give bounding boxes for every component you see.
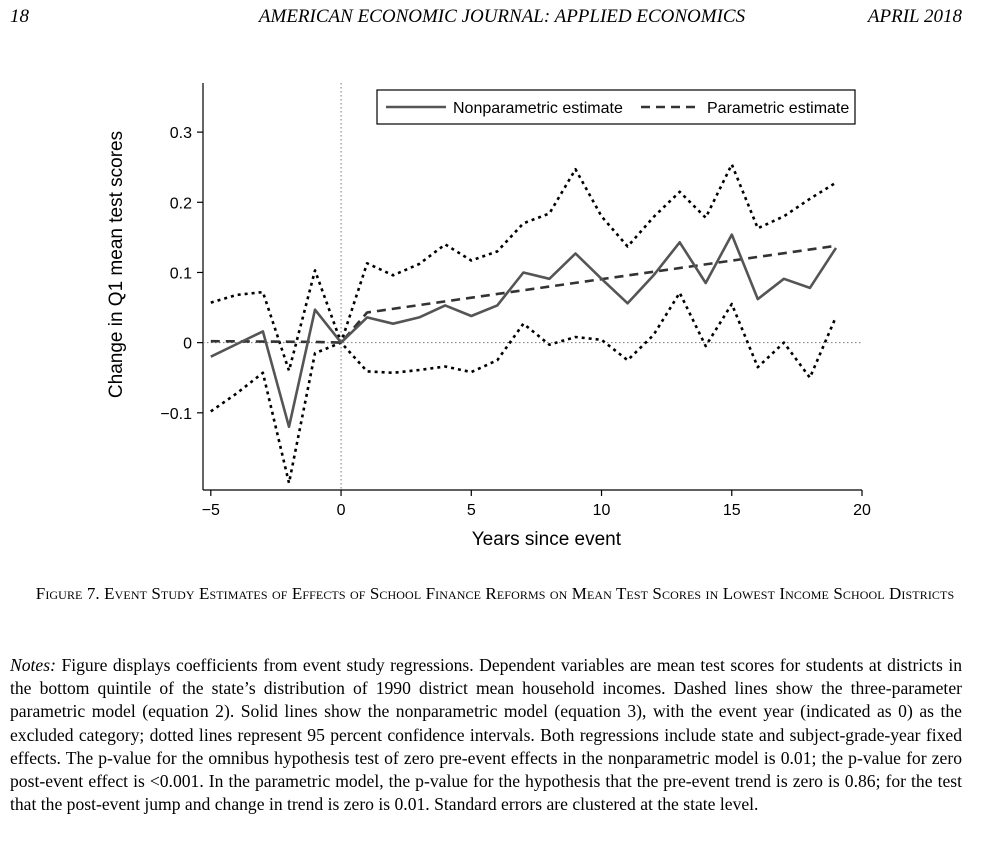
chart-legend: Nonparametric estimate Parametric estimat… <box>376 89 856 125</box>
chart-labels: Years since event Change in Q1 mean test … <box>106 131 622 550</box>
chart-series <box>210 163 838 485</box>
x-tick-label: 5 <box>467 502 476 519</box>
notes-text: Figure displays coefficients from event … <box>10 655 963 815</box>
series-95-ci-upper <box>210 163 837 373</box>
x-tick-label: 20 <box>853 502 871 519</box>
figure-caption: Figure 7. Event Study Estimates of Effec… <box>35 584 955 603</box>
reference-lines <box>203 83 862 490</box>
y-tick-label: 0.1 <box>170 265 192 282</box>
legend-box <box>376 89 856 125</box>
y-tick-label: 0.2 <box>170 195 192 212</box>
issue-date: APRIL 2018 <box>867 6 962 27</box>
x-tick-label: 10 <box>593 502 611 519</box>
x-axis-label: Years since event <box>472 529 622 550</box>
legend-label-nonparametric: Nonparametric estimate <box>453 100 623 117</box>
x-tick-label: 15 <box>723 502 741 519</box>
x-tick-label: 0 <box>337 502 346 519</box>
chart-axes: −0.1 0 0.1 0.2 0.3 −5 0 5 10 15 20 <box>160 83 871 519</box>
event-study-chart: −0.1 0 0.1 0.2 0.3 −5 0 5 10 15 20 Years since eve… <box>106 83 871 550</box>
x-tick-label: −5 <box>202 502 220 519</box>
page-number: 18 <box>10 6 29 27</box>
notes-label: Notes: <box>10 655 56 675</box>
y-tick-label: 0.3 <box>170 125 192 142</box>
y-tick-label: −0.1 <box>160 406 192 423</box>
journal-title: AMERICAN ECONOMIC JOURNAL: APPLIED ECONO… <box>258 6 746 27</box>
y-axis-label: Change in Q1 mean test scores <box>106 131 127 398</box>
legend-label-parametric: Parametric estimate <box>707 100 849 117</box>
series-nonparametric-estimate <box>210 233 838 429</box>
figure-notes: Notes: Figure displays coefficients from… <box>10 654 962 816</box>
series-95-ci-lower <box>210 291 838 485</box>
y-tick-label: 0 <box>183 336 192 353</box>
